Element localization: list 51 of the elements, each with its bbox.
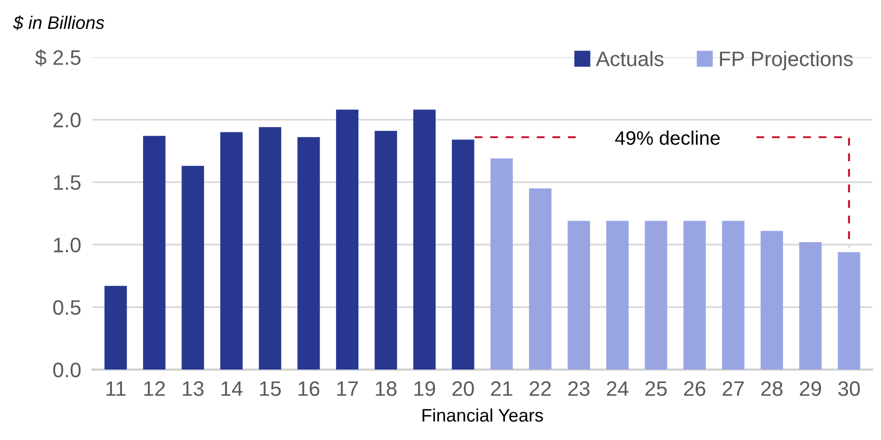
y-tick-label: 2.0 xyxy=(53,112,81,128)
bar xyxy=(374,130,398,370)
legend-label: FP Projections xyxy=(720,50,853,70)
x-tick-label: 12 xyxy=(144,381,165,396)
x-tick-label: 17 xyxy=(337,381,358,396)
bar xyxy=(838,252,860,370)
x-tick-label: 28 xyxy=(761,381,783,396)
legend-label: Actuals xyxy=(596,50,664,66)
y-tick-label: 1.5 xyxy=(54,175,81,190)
x-tick-label: 22 xyxy=(530,381,551,396)
x-tick-label: 13 xyxy=(182,381,204,396)
x-tick-label: 20 xyxy=(452,381,474,396)
bar xyxy=(799,242,822,370)
bar xyxy=(297,137,320,370)
x-axis-title: Financial Years xyxy=(422,408,543,422)
bar xyxy=(220,132,243,370)
x-tick-label: 30 xyxy=(838,381,860,396)
x-tick-label: 14 xyxy=(221,381,242,396)
bar xyxy=(568,220,590,370)
bar xyxy=(760,230,784,370)
bar xyxy=(182,166,204,370)
y-tick-label: 0.5 xyxy=(53,300,81,315)
bar xyxy=(336,110,358,370)
x-tick-label: 16 xyxy=(298,381,320,396)
y-axis-title: $ in Billions xyxy=(13,16,104,30)
x-tick-label: 21 xyxy=(491,381,512,396)
x-tick-label: 18 xyxy=(376,381,397,396)
y-tick-label: $ 2.5 xyxy=(35,49,81,66)
x-tick-label: 23 xyxy=(568,381,590,396)
x-tick-label: 27 xyxy=(722,381,744,396)
bar xyxy=(683,220,706,370)
x-tick-label: 24 xyxy=(606,381,628,396)
bar xyxy=(258,127,282,370)
y-tick-label: 1.0 xyxy=(54,238,81,252)
bar xyxy=(606,220,629,370)
bar xyxy=(143,136,166,370)
x-tick-label: 29 xyxy=(800,381,822,396)
bar xyxy=(452,140,474,370)
x-tick-label: 26 xyxy=(684,381,706,396)
bar xyxy=(104,286,127,370)
bar xyxy=(644,220,668,370)
bar xyxy=(529,188,552,370)
bar xyxy=(490,158,513,370)
x-tick-label: 15 xyxy=(260,381,281,396)
y-tick-label: 0.0 xyxy=(53,362,81,378)
bar xyxy=(413,110,436,370)
annotation: 49% decline xyxy=(615,130,720,145)
x-tick-label: 19 xyxy=(414,381,436,396)
x-tick-label: 11 xyxy=(106,381,126,396)
bar xyxy=(722,220,744,370)
x-tick-label: 25 xyxy=(646,381,667,396)
